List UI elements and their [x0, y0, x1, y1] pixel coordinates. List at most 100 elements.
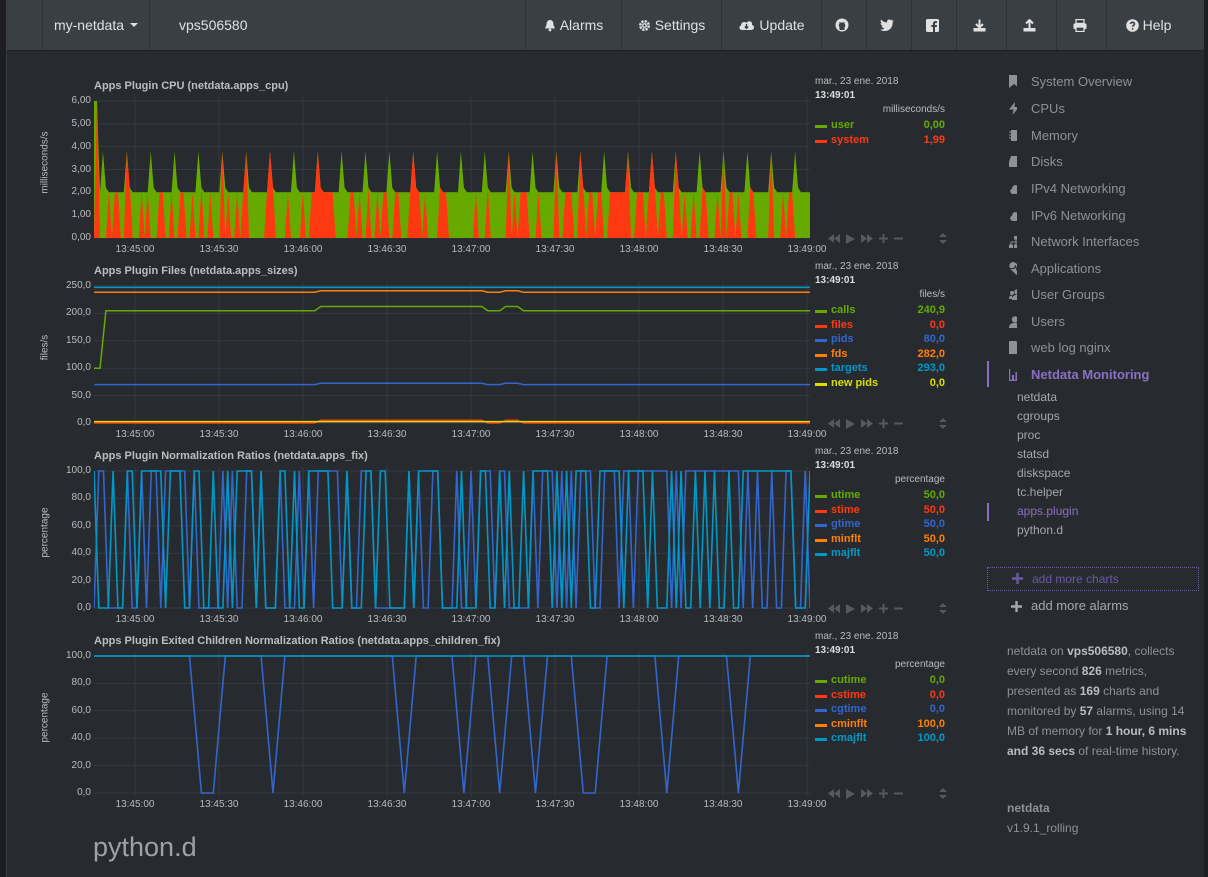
zoom-out-icon[interactable] [894, 234, 903, 246]
upload-button[interactable] [1006, 0, 1056, 50]
x-tick-label: 13:46:00 [283, 614, 323, 625]
sidebar-subitem-statsd[interactable]: statsd [1017, 447, 1050, 461]
resize-handle-icon[interactable] [909, 788, 947, 802]
sidebar-item-web-log-nginx[interactable]: web log nginx [1009, 340, 1111, 355]
info-text: charts and monitored by [1007, 684, 1160, 718]
sidebar-item-memory[interactable]: Memory [1009, 128, 1078, 143]
sidebar-item-label: Network Interfaces [1031, 234, 1140, 249]
sidebar-item-cpus[interactable]: CPUs [1009, 101, 1065, 116]
pan-left-icon[interactable] [828, 604, 840, 616]
sidebar-item-netdata-monitoring[interactable]: Netdata Monitoring [1009, 367, 1149, 382]
legend-item-cmajflt[interactable]: cmajflt 100,0 [815, 732, 945, 746]
chart-title: Apps Plugin Normalization Ratios (netdat… [94, 450, 368, 462]
alarms-button[interactable]: Alarms [525, 0, 621, 50]
github-button[interactable] [821, 0, 866, 50]
sidebar-item-label: Disks [1031, 154, 1063, 169]
sidebar-subitem-cgroups[interactable]: cgroups [1017, 409, 1060, 423]
chart-plot[interactable] [94, 97, 810, 242]
zoom-in-icon[interactable] [879, 234, 888, 246]
x-tick-label: 13:48:30 [703, 429, 743, 440]
sidebar-subitem-apps-plugin[interactable]: apps.plugin [1017, 504, 1079, 518]
legend-time: 13:49:01 [815, 645, 856, 656]
x-tick-label: 13:49:00 [787, 614, 827, 625]
print-button[interactable] [1056, 0, 1106, 50]
facebook-button[interactable] [911, 0, 956, 50]
add-more-alarms-button[interactable]: add more alarms [1009, 598, 1129, 613]
sidebar-subitem-netdata[interactable]: netdata [1017, 390, 1058, 404]
x-tick-label: 13:45:00 [115, 799, 155, 810]
legend-item-system[interactable]: system 1,99 [815, 134, 945, 148]
legend-name: user [831, 119, 855, 131]
legend-item-utime[interactable]: utime 50,0 [815, 489, 945, 503]
settings-button[interactable]: Settings [621, 0, 721, 50]
legend-item-fds[interactable]: fds 282,0 [815, 348, 945, 362]
series-line-majflt [94, 470, 810, 609]
add-more-charts-button[interactable]: add more charts [987, 567, 1199, 591]
legend-value: 50,0 [923, 503, 945, 516]
twitter-button[interactable] [866, 0, 911, 50]
zoom-out-icon[interactable] [894, 419, 903, 431]
update-label: Update [759, 17, 805, 33]
pan-right-icon[interactable] [861, 419, 873, 431]
legend-item-new-pids[interactable]: new pids 0,0 [815, 377, 945, 391]
sidebar-item-user-groups[interactable]: User Groups [1009, 287, 1105, 302]
legend-name: stime [831, 503, 860, 516]
zoom-out-icon[interactable] [894, 604, 903, 616]
pan-right-icon[interactable] [861, 234, 873, 246]
pan-left-icon[interactable] [828, 789, 840, 801]
sidebar-item-label: web log nginx [1031, 340, 1111, 355]
sidebar-subitem-python-d[interactable]: python.d [1017, 523, 1064, 537]
zoom-out-icon[interactable] [894, 789, 903, 801]
sidebar-subitem-proc[interactable]: proc [1017, 428, 1041, 442]
legend-item-user[interactable]: user 0,00 [815, 119, 945, 133]
cloud-download-icon [739, 21, 755, 30]
legend-item-gtime[interactable]: gtime 50,0 [815, 518, 945, 532]
legend-name: majflt [831, 547, 861, 559]
legend-name: cmajflt [831, 732, 867, 744]
legend-item-files[interactable]: files 0,0 [815, 319, 945, 333]
legend-item-majflt[interactable]: majflt 50,0 [815, 547, 945, 561]
zoom-in-icon[interactable] [879, 789, 888, 801]
legend-item-stime[interactable]: stime 50,0 [815, 504, 945, 518]
sidebar-subitem-tc-helper[interactable]: tc.helper [1017, 485, 1064, 499]
sidebar-item-system-overview[interactable]: System Overview [1009, 74, 1132, 89]
chart-plot[interactable] [94, 652, 810, 797]
pan-right-icon[interactable] [861, 604, 873, 616]
legend-item-minflt[interactable]: minflt 50,0 [815, 533, 945, 547]
sidebar-item-network-interfaces[interactable]: Network Interfaces [1009, 234, 1139, 249]
sidebar-item-applications[interactable]: Applications [1009, 261, 1101, 276]
x-tick-label: 13:46:30 [367, 614, 407, 625]
play-icon[interactable] [846, 603, 855, 617]
download-button[interactable] [956, 0, 1006, 50]
help-button[interactable]: Help [1106, 0, 1190, 50]
sidebar-item-disks[interactable]: Disks [1009, 154, 1063, 169]
sidebar-item-ipv4-networking[interactable]: IPv4 Networking [1009, 181, 1126, 196]
play-icon[interactable] [846, 233, 855, 247]
legend-item-pids[interactable]: pids 80,0 [815, 333, 945, 347]
sidebar-item-ipv6-networking[interactable]: IPv6 Networking [1009, 208, 1126, 223]
resize-handle-icon[interactable] [909, 418, 947, 432]
sidebar-subitem-diskspace[interactable]: diskspace [1017, 466, 1071, 480]
update-button[interactable]: Update [721, 0, 821, 50]
server-dropdown[interactable]: my-netdata [42, 0, 150, 50]
pan-left-icon[interactable] [828, 419, 840, 431]
play-icon[interactable] [846, 788, 855, 802]
zoom-in-icon[interactable] [879, 419, 888, 431]
top-navbar: my-netdata vps506580 Alarms Settings Upd… [7, 0, 1204, 51]
sidebar-item-users[interactable]: Users [1009, 314, 1065, 329]
legend-item-calls[interactable]: calls 240,9 [815, 304, 945, 318]
chart-plot[interactable] [94, 282, 810, 427]
legend-item-cutime[interactable]: cutime 0,0 [815, 674, 945, 688]
zoom-in-icon[interactable] [879, 604, 888, 616]
series-line-pids [94, 382, 810, 386]
pan-left-icon[interactable] [828, 234, 840, 246]
chart-plot[interactable] [94, 467, 810, 612]
play-icon[interactable] [846, 418, 855, 432]
legend-item-cgtime[interactable]: cgtime 0,0 [815, 703, 945, 717]
pan-right-icon[interactable] [861, 789, 873, 801]
resize-handle-icon[interactable] [909, 233, 947, 247]
legend-item-targets[interactable]: targets 293,0 [815, 362, 945, 376]
resize-handle-icon[interactable] [909, 603, 947, 617]
legend-item-cstime[interactable]: cstime 0,0 [815, 689, 945, 703]
legend-item-cminflt[interactable]: cminflt 100,0 [815, 718, 945, 732]
